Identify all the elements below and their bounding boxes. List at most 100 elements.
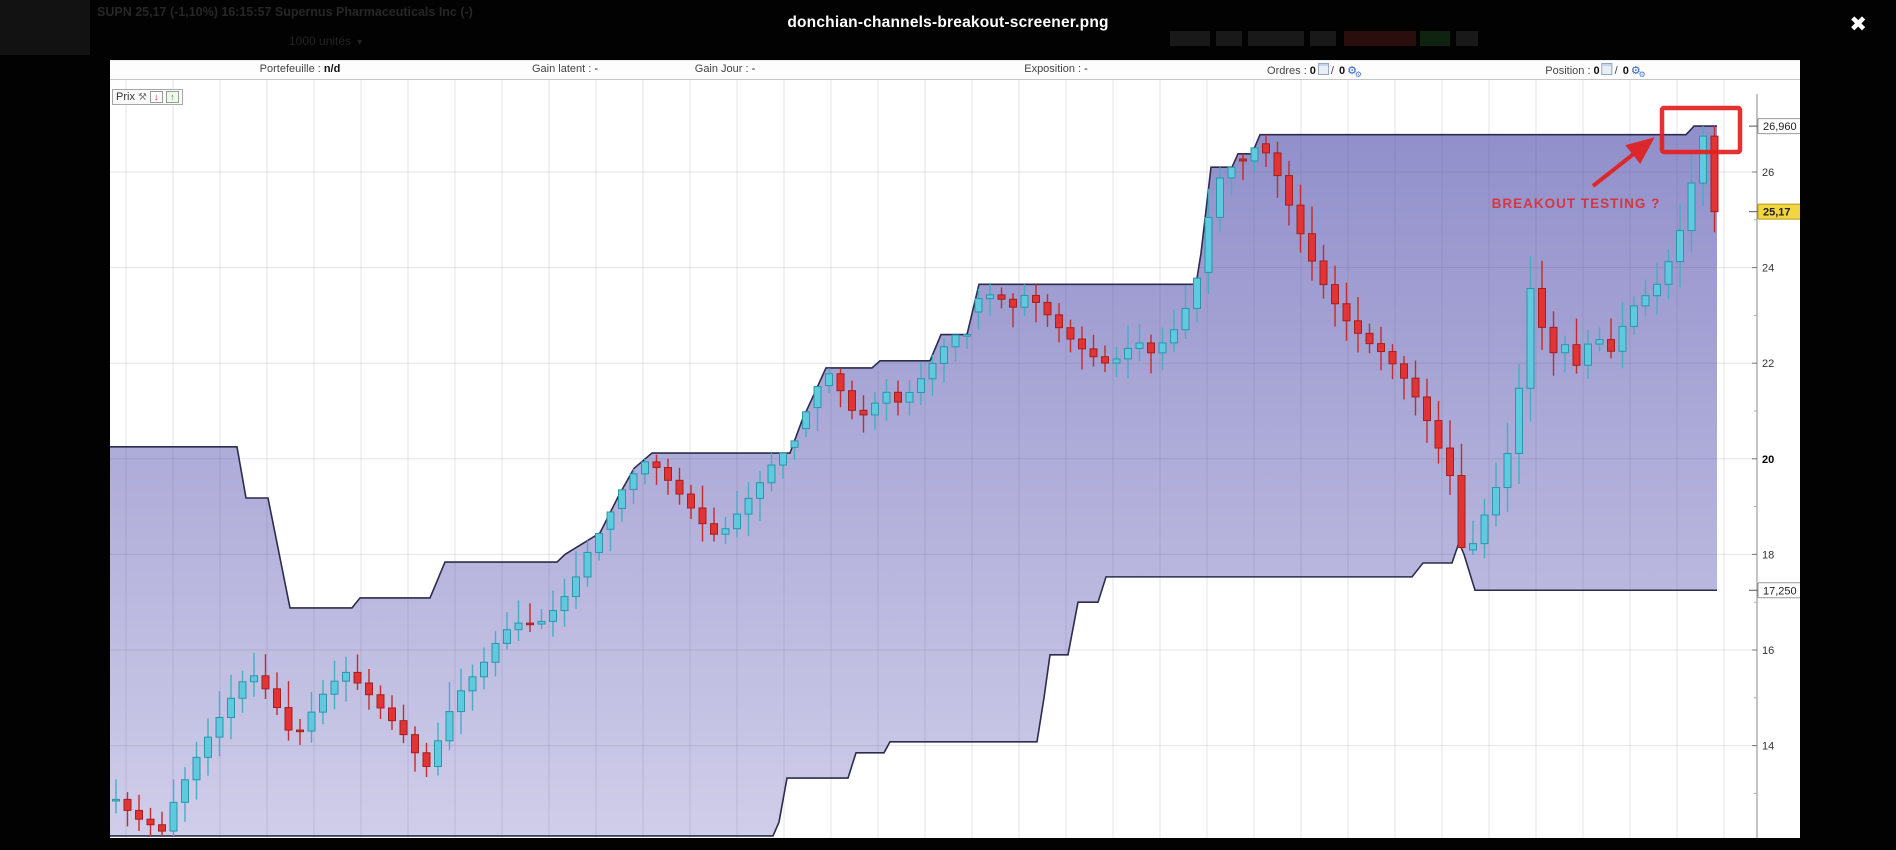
price-pane-toolbar: Prix ⚒ ↓ ↑ [112,89,183,105]
account-info-bar: Portefeuille : n/d Gain latent :- Gain Jo… [110,60,1800,80]
candle [319,680,327,725]
candle [1273,141,1282,198]
candle [744,482,753,537]
info-ordres: Ordres :0/0 ⚙ ⚙ [1267,63,1362,79]
candle [388,695,396,730]
candle [1492,462,1500,527]
candle [146,807,155,836]
candle [457,668,465,735]
orders-list-icon[interactable] [1317,63,1329,75]
dimmed-ticker-line: SUPN 25,17 (-1,10%) 16:15:57 Supernus Ph… [97,5,473,19]
dimmed-toolbar-button [1248,31,1304,46]
candle [1216,167,1224,232]
candle [1538,260,1546,350]
candle [1699,126,1707,207]
candle [1457,443,1466,549]
candle [1342,282,1351,341]
candle [1503,422,1512,512]
donchian-channel-area [110,126,1717,836]
candle [1066,319,1075,353]
candle [779,452,787,479]
candle [273,672,281,715]
candle [158,811,166,836]
candle [1250,147,1259,171]
candle [756,471,764,521]
candle [365,668,373,710]
candle [664,458,672,495]
buy-arrow-button[interactable]: ↑ [165,91,179,103]
candle [1687,150,1696,253]
candle [1561,335,1569,373]
candle [928,354,937,396]
dimmed-toolbar-button [1310,31,1336,46]
candle [733,491,741,538]
candle [652,454,661,485]
candle [342,656,350,702]
candle [997,287,1006,309]
candle [882,379,891,421]
candle [583,540,592,587]
close-icon[interactable]: ✖ [1849,12,1867,36]
last-price-label: 25,17 [1749,203,1800,220]
position-list-icon[interactable] [1601,63,1613,75]
chart-panel: Portefeuille : n/d Gain latent :- Gain Jo… [110,60,1800,838]
candle [261,654,270,699]
position-settings-gear-icon[interactable]: ⚙ ⚙ [1630,64,1646,79]
dimmed-units-selector: 1000 unités ▾ [289,34,363,48]
candle [537,609,546,629]
candle [1239,153,1247,181]
candle [790,440,799,460]
candle [1676,203,1684,288]
candle [192,741,201,800]
candle [1285,160,1293,226]
candle [434,722,442,776]
dimmed-toolbar-button [1456,31,1478,46]
candle [986,284,994,316]
svg-text:25,17: 25,17 [1763,207,1791,219]
candle [595,533,603,561]
candle [1595,327,1604,352]
candle [1664,249,1673,300]
settings-wrench-icon[interactable]: ⚒ [137,91,147,103]
candle [825,367,833,394]
candle [629,469,638,505]
chart-canvas: 26 24 22 20 18 16 14 26,960 25,17 17,250 BREAKOUT … [110,79,1800,838]
candle [296,719,304,745]
candle [698,485,707,542]
candle [468,664,477,711]
candle [1584,329,1592,379]
donchian-upper-label: 26,960 [1749,118,1800,135]
candle [1227,166,1236,196]
candle [848,380,856,420]
candle [813,386,822,432]
candle [802,411,810,438]
y-axis-tick-label: 20 [1762,454,1774,466]
candle [606,511,615,552]
candle [1308,206,1316,281]
candle [1480,498,1489,559]
y-axis-tick-label: 22 [1762,358,1774,370]
sell-arrow-button[interactable]: ↓ [149,91,163,103]
candle [330,660,339,710]
candles [112,126,1719,836]
candle [767,453,776,492]
dimmed-app-corner [0,0,90,55]
dimmed-toolbar-button [1216,31,1242,46]
candle [572,551,580,609]
y-axis-tick-label: 26 [1762,167,1774,179]
candle [250,653,258,697]
candle [1653,263,1661,315]
dimmed-buy-button [1420,31,1450,46]
candle [307,691,316,743]
info-position: Position :0/0 ⚙ ⚙ [1545,63,1646,79]
candle [710,507,718,542]
info-portefeuille: Portefeuille : n/d [259,63,341,75]
candle [1089,334,1098,367]
orders-settings-gear-icon[interactable]: ⚙ ⚙ [1347,64,1362,79]
page-title: donchian-channels-breakout-screener.png [787,14,1109,31]
donchian-channel-borders [110,125,1717,837]
candle [1469,520,1477,556]
candle [1549,311,1558,376]
candle [1365,323,1374,354]
